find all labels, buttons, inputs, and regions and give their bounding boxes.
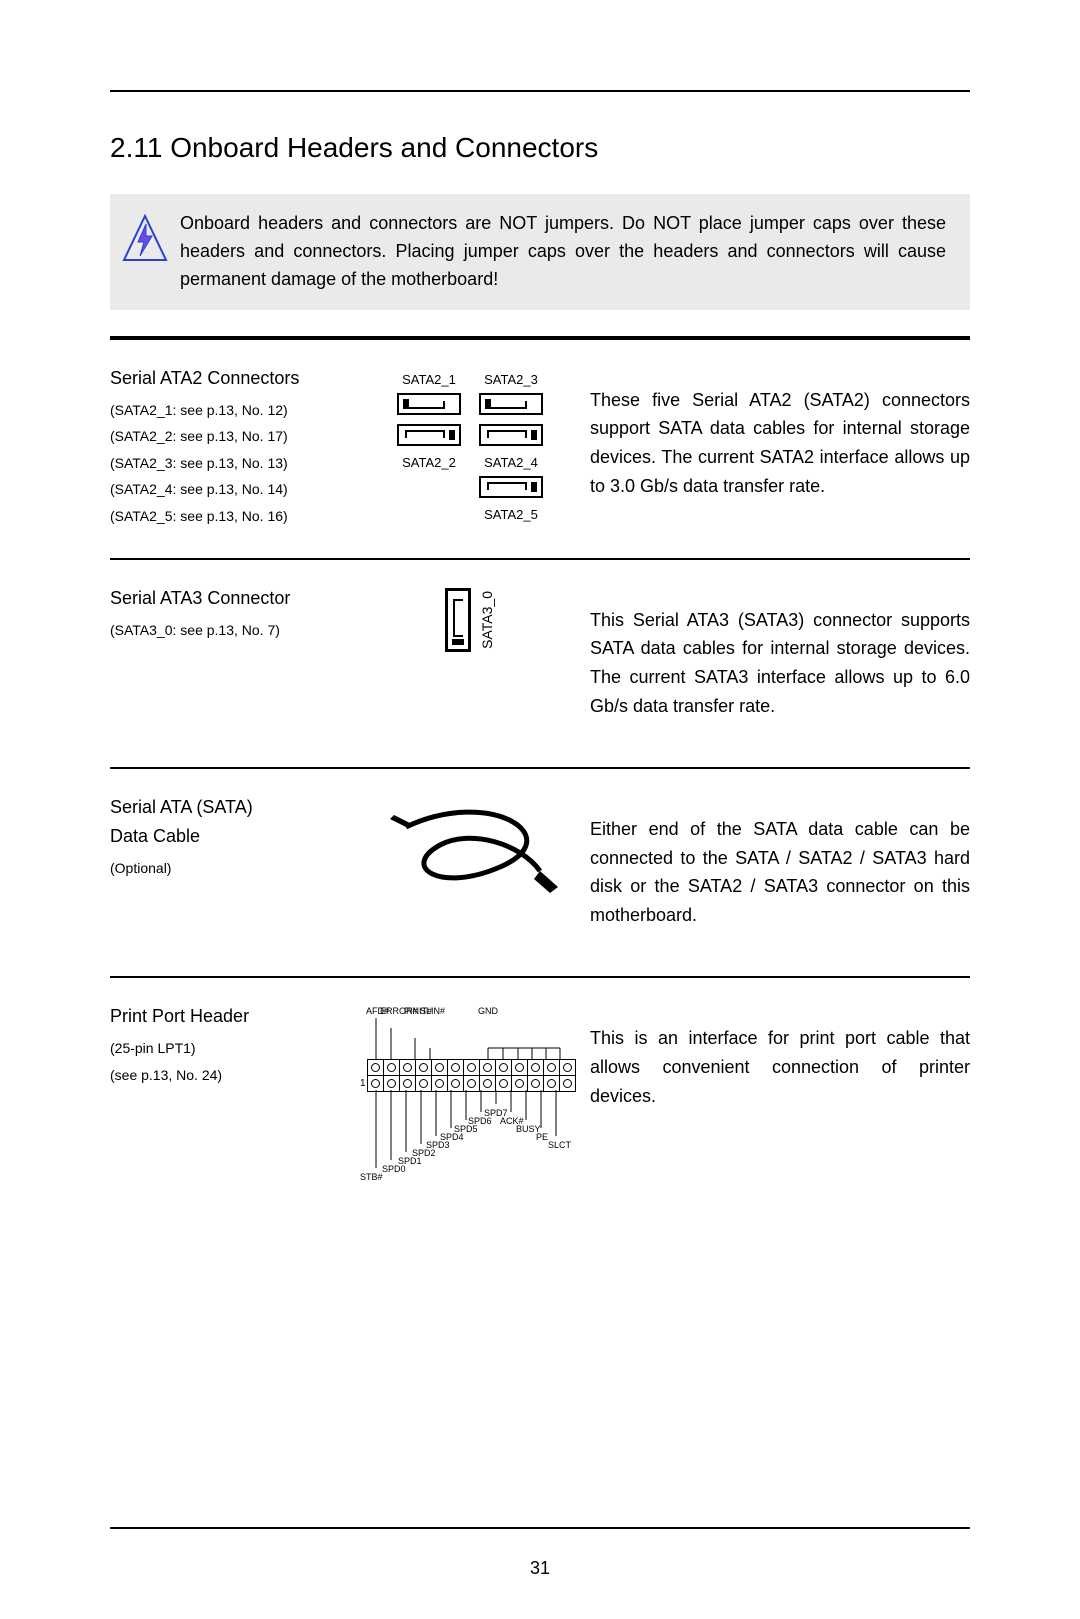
sata2-sub-5: (SATA2_5: see p.13, No. 16)	[110, 503, 350, 530]
section-printport: Print Port Header (25-pin LPT1) (see p.1…	[110, 1000, 970, 1246]
page-number: 31	[0, 1558, 1080, 1579]
section-title: 2.11 Onboard Headers and Connectors	[110, 132, 970, 164]
section-sata2: Serial ATA2 Connectors (SATA2_1: see p.1…	[110, 362, 970, 558]
satacable-sub: (Optional)	[110, 855, 350, 882]
lightning-warning-icon	[110, 210, 180, 264]
warning-text: Onboard headers and connectors are NOT j…	[180, 210, 946, 294]
sata-cable-icon	[370, 797, 570, 907]
satacable-desc: Either end of the SATA data cable can be…	[590, 815, 970, 930]
printport-diagram: AFD# ERROR# PINIT# SLIN# GND	[360, 1006, 580, 1186]
sata3-desc: This Serial ATA3 (SATA3) connector suppo…	[590, 606, 970, 721]
printport-sub-2: (see p.13, No. 24)	[110, 1062, 350, 1089]
sata2-sub-3: (SATA2_3: see p.13, No. 13)	[110, 450, 350, 477]
satacable-title-1: Serial ATA (SATA)	[110, 797, 350, 818]
sata2-title: Serial ATA2 Connectors	[110, 368, 350, 389]
sata2-diagram: SATA2_1SATA2_3 SATA2_2SATA2_4 SATA2_5	[387, 368, 553, 526]
printport-desc: This is an interface for print port cabl…	[590, 1024, 970, 1110]
sata3-sub: (SATA3_0: see p.13, No. 7)	[110, 617, 350, 644]
sata2-sub-4: (SATA2_4: see p.13, No. 14)	[110, 476, 350, 503]
sata2-sub-1: (SATA2_1: see p.13, No. 12)	[110, 397, 350, 424]
section-satacable: Serial ATA (SATA) Data Cable (Optional) …	[110, 791, 970, 976]
sata2-sub-2: (SATA2_2: see p.13, No. 17)	[110, 423, 350, 450]
sata3-title: Serial ATA3 Connector	[110, 588, 350, 609]
printport-sub-1: (25-pin LPT1)	[110, 1035, 350, 1062]
section-sata3: Serial ATA3 Connector (SATA3_0: see p.13…	[110, 582, 970, 767]
sata3-diagram: SATA3_0	[445, 588, 495, 652]
sata2-desc: These five Serial ATA2 (SATA2) connector…	[590, 386, 970, 501]
printport-title: Print Port Header	[110, 1006, 350, 1027]
warning-box: Onboard headers and connectors are NOT j…	[110, 194, 970, 310]
satacable-title-2: Data Cable	[110, 826, 350, 847]
